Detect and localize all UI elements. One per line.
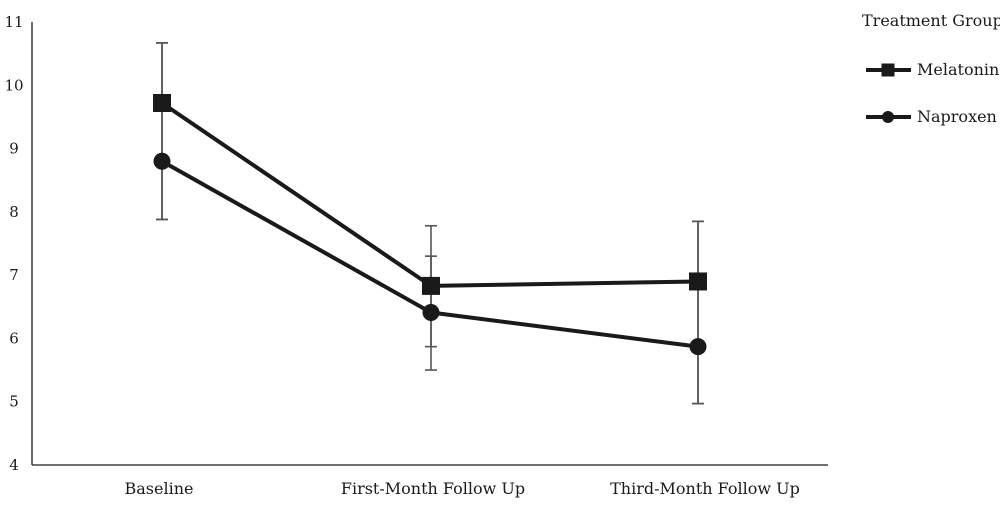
legend: Treatment Group Melatonin Naproxen bbox=[862, 11, 1000, 126]
y-tick-label: 5 bbox=[9, 393, 19, 411]
y-tick-label: 4 bbox=[9, 456, 19, 474]
legend-melatonin-marker bbox=[881, 63, 895, 77]
y-tick-label: 6 bbox=[9, 329, 19, 347]
melatonin-line bbox=[160, 101, 699, 288]
y-tick-label: 11 bbox=[4, 13, 23, 31]
naproxen-marker bbox=[689, 338, 707, 356]
x-tick-label: First-Month Follow Up bbox=[341, 479, 525, 498]
y-tick-label: 9 bbox=[9, 140, 19, 158]
legend-item-naproxen: Naproxen bbox=[866, 107, 997, 126]
legend-naproxen-label: Naproxen bbox=[917, 107, 997, 126]
y-tick-labels: 4 5 6 7 8 9 10 11 bbox=[4, 13, 23, 474]
x-tick-labels: Baseline First-Month Follow Up Third-Month… bbox=[125, 479, 800, 498]
data-markers bbox=[153, 94, 707, 356]
y-tick-label: 10 bbox=[4, 76, 23, 94]
legend-naproxen-marker bbox=[882, 111, 894, 123]
x-tick-label: Third-Month Follow Up bbox=[610, 479, 800, 498]
melatonin-marker bbox=[689, 272, 707, 291]
legend-title: Treatment Group bbox=[862, 11, 1000, 30]
legend-items: Melatonin Naproxen bbox=[866, 60, 999, 126]
melatonin-marker bbox=[153, 94, 171, 113]
naproxen-marker bbox=[422, 303, 440, 321]
axes bbox=[31, 22, 828, 466]
error-bars bbox=[156, 42, 704, 405]
legend-item-melatonin: Melatonin bbox=[866, 60, 999, 79]
legend-melatonin-label: Melatonin bbox=[917, 60, 999, 79]
melatonin-marker bbox=[422, 276, 440, 295]
y-tick-label: 7 bbox=[9, 266, 19, 284]
y-tick-label: 8 bbox=[9, 203, 19, 221]
naproxen-marker bbox=[153, 152, 171, 170]
x-tick-label: Baseline bbox=[125, 479, 194, 498]
